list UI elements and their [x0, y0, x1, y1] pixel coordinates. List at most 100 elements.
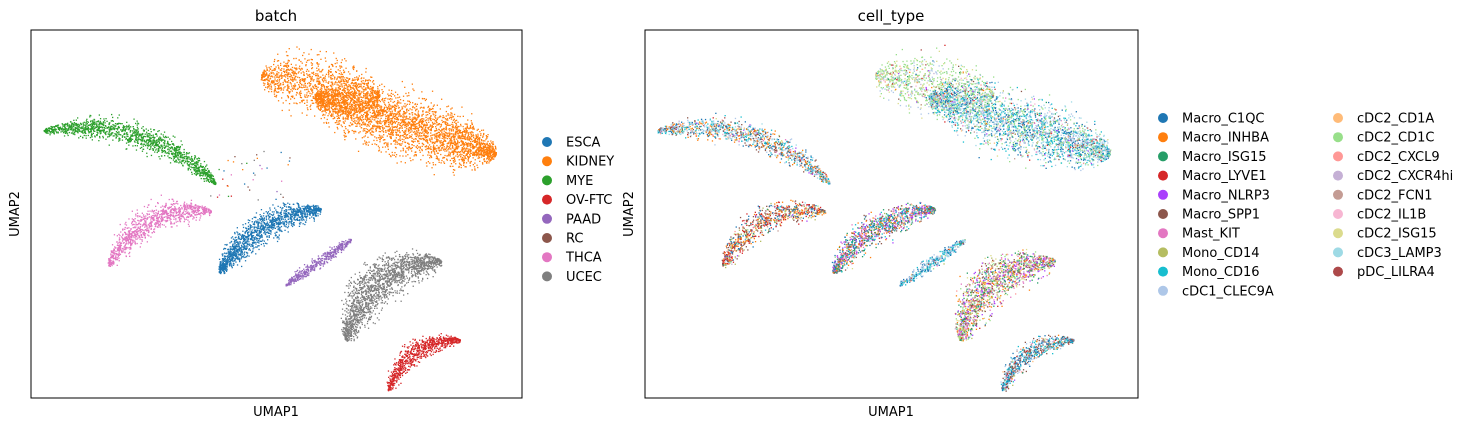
- scatter-point: [427, 105, 430, 107]
- scatter-point: [336, 104, 338, 107]
- scatter-point: [328, 95, 330, 97]
- scatter-point: [373, 97, 375, 99]
- scatter-point: [347, 107, 349, 109]
- scatter-point: [331, 107, 333, 109]
- scatter-point: [480, 151, 482, 153]
- scatter-point: [265, 74, 268, 76]
- scatter-point: [204, 168, 206, 170]
- scatter-point: [401, 115, 403, 117]
- scatter-point: [106, 127, 108, 129]
- scatter-point: [463, 136, 466, 138]
- scatter-point: [359, 83, 361, 85]
- scatter-point: [369, 105, 371, 107]
- scatter-point: [488, 155, 490, 158]
- scatter-point: [419, 151, 421, 153]
- scatter-point: [262, 76, 264, 78]
- scatter-point: [474, 159, 476, 161]
- scatter-point: [149, 133, 151, 135]
- scatter-point: [410, 147, 412, 150]
- scatter-point: [118, 140, 120, 142]
- scatter-point: [283, 61, 285, 63]
- scatter-point: [262, 73, 264, 75]
- scatter-point: [331, 91, 333, 93]
- scatter-point: [422, 139, 425, 141]
- scatter-point: [153, 129, 156, 131]
- scatter-point: [415, 108, 417, 111]
- scatter-point: [321, 97, 323, 99]
- scatter-point: [274, 88, 276, 90]
- scatter-point: [355, 87, 357, 89]
- scatter-point: [347, 90, 349, 92]
- scatter-point: [435, 155, 438, 157]
- scatter-point: [491, 157, 493, 159]
- scatter-point: [407, 154, 409, 156]
- scatter-point: [385, 97, 387, 99]
- scatter-point: [328, 73, 330, 75]
- scatter-point: [323, 95, 325, 97]
- scatter-point: [206, 168, 209, 170]
- scatter-point: [72, 133, 74, 135]
- scatter-point: [461, 106, 463, 108]
- scatter-point: [74, 123, 76, 125]
- scatter-point: [137, 138, 140, 140]
- scatter-point: [294, 78, 296, 80]
- scatter-point: [65, 127, 67, 130]
- scatter-point: [403, 115, 405, 117]
- scatter-point: [340, 106, 343, 108]
- scatter-point: [317, 95, 319, 97]
- scatter-point: [357, 103, 360, 105]
- scatter-point: [322, 79, 324, 82]
- scatter-point: [310, 87, 312, 89]
- scatter-point: [211, 175, 214, 177]
- scatter-point: [363, 136, 365, 138]
- scatter-point: [298, 67, 300, 69]
- scatter-point: [458, 129, 460, 131]
- scatter-point: [448, 151, 450, 153]
- scatter-point: [425, 111, 427, 113]
- scatter-point: [404, 106, 406, 108]
- scatter-point: [328, 89, 330, 91]
- scatter-point: [281, 88, 283, 90]
- scatter-point: [449, 114, 451, 116]
- scatter-point: [353, 65, 355, 67]
- scatter-point: [137, 128, 139, 130]
- scatter-point: [423, 124, 426, 126]
- scatter-point: [443, 130, 445, 132]
- scatter-point: [48, 127, 51, 129]
- scatter-point: [369, 95, 371, 97]
- scatter-point: [327, 96, 329, 98]
- scatter-point: [108, 131, 110, 133]
- scatter-point: [452, 146, 454, 148]
- scatter-point: [215, 183, 217, 185]
- scatter-point: [379, 119, 381, 121]
- scatter-point: [433, 119, 435, 121]
- scatter-point: [278, 76, 280, 78]
- scatter-point: [355, 101, 357, 103]
- scatter-point: [175, 159, 177, 161]
- scatter-point: [331, 104, 333, 106]
- scatter-point: [312, 80, 315, 82]
- scatter-point: [90, 134, 93, 136]
- scatter-point: [377, 93, 379, 95]
- scatter-point: [335, 81, 337, 83]
- scatter-point: [375, 93, 377, 96]
- scatter-point: [102, 121, 105, 123]
- scatter-point: [334, 131, 336, 134]
- scatter-point: [268, 80, 270, 82]
- scatter-point: [344, 99, 347, 101]
- scatter-point: [300, 90, 302, 92]
- scatter-point: [471, 131, 473, 133]
- scatter-point: [413, 145, 415, 147]
- scatter-point: [99, 135, 101, 138]
- scatter-point: [486, 149, 489, 151]
- scatter-point: [466, 142, 469, 145]
- scatter-point: [402, 95, 405, 97]
- scatter-point: [169, 138, 171, 140]
- scatter-point: [364, 98, 366, 100]
- scatter-point: [323, 98, 325, 100]
- scatter-point: [66, 129, 68, 132]
- scatter-point: [69, 124, 71, 126]
- scatter-point: [275, 74, 278, 76]
- scatter-point: [122, 126, 124, 129]
- scatter-point: [130, 138, 132, 140]
